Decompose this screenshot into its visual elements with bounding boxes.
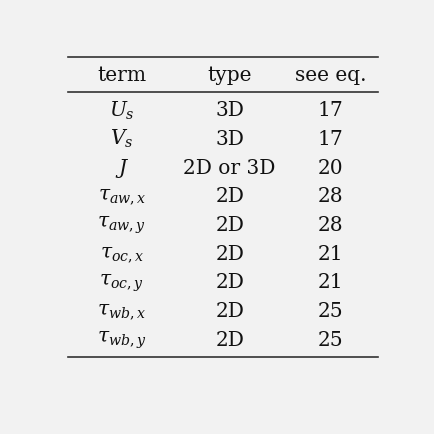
Text: $\tau_{wb,y}$: $\tau_{wb,y}$ [97, 330, 146, 351]
Text: 28: 28 [317, 216, 343, 235]
Text: $\tau_{oc,y}$: $\tau_{oc,y}$ [99, 272, 144, 294]
Text: 2D: 2D [215, 216, 243, 235]
Text: 3D: 3D [215, 101, 243, 120]
Text: $V_s$: $V_s$ [110, 128, 133, 151]
Text: $\tau_{aw,x}$: $\tau_{aw,x}$ [97, 187, 146, 206]
Text: term: term [97, 66, 146, 85]
Text: 25: 25 [317, 302, 343, 321]
Text: $\tau_{aw,y}$: $\tau_{aw,y}$ [97, 215, 146, 236]
Text: type: type [207, 66, 251, 85]
Text: 21: 21 [317, 245, 343, 264]
Text: 2D: 2D [215, 302, 243, 321]
Text: 2D: 2D [215, 245, 243, 264]
Text: 17: 17 [317, 101, 343, 120]
Text: 28: 28 [317, 187, 343, 206]
Text: $U_s$: $U_s$ [108, 99, 135, 122]
Text: 3D: 3D [215, 130, 243, 149]
Text: see eq.: see eq. [294, 66, 366, 85]
Text: 2D: 2D [215, 187, 243, 206]
Text: 17: 17 [317, 130, 343, 149]
Text: $\tau_{oc,x}$: $\tau_{oc,x}$ [99, 245, 144, 264]
Text: 20: 20 [317, 158, 343, 178]
Text: 2D: 2D [215, 273, 243, 293]
Text: 25: 25 [317, 331, 343, 350]
Text: $J$: $J$ [114, 157, 129, 180]
Text: 2D: 2D [215, 331, 243, 350]
Text: $\tau_{wb,x}$: $\tau_{wb,x}$ [97, 302, 146, 321]
Text: 21: 21 [317, 273, 343, 293]
Text: 2D or 3D: 2D or 3D [183, 158, 275, 178]
